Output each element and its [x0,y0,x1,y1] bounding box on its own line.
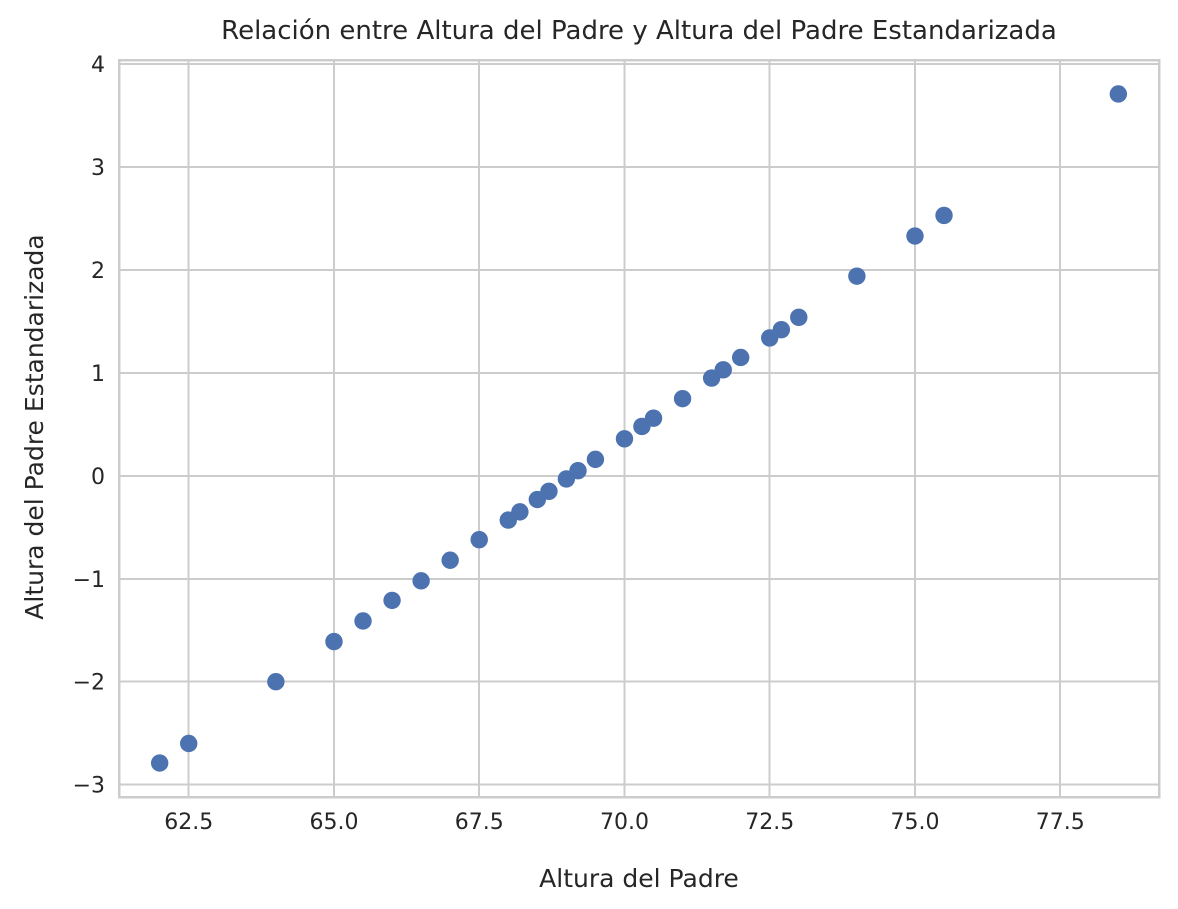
y-axis-ticks: −3 −2 −1 0 1 2 3 4 [73,53,105,799]
y-tick-label: 1 [91,362,105,387]
data-points [150,85,1128,772]
data-point [848,267,866,285]
x-tick-label: 72.5 [745,810,794,835]
x-tick-label: 70.0 [600,810,649,835]
data-point [540,482,558,500]
x-axis-ticks: 62.5 65.0 67.5 70.0 72.5 75.0 77.5 [164,810,1084,835]
data-point [1109,85,1128,103]
y-tick-label: −1 [73,568,105,593]
data-point [569,462,587,480]
data-point [354,612,372,630]
data-point [714,361,732,379]
x-tick-label: 77.5 [1036,810,1085,835]
data-point [325,632,343,651]
data-point [150,754,169,772]
x-axis-label: Altura del Padre [539,864,739,893]
y-tick-label: 0 [91,465,105,490]
y-tick-label: −2 [73,671,105,696]
data-point [441,551,459,569]
data-point [906,227,924,245]
plot-area-frame [117,58,1161,799]
data-point [772,320,791,339]
data-point [180,734,198,753]
data-point [511,503,529,521]
data-point [644,409,663,427]
data-point [586,450,605,469]
data-point [412,572,430,590]
y-tick-label: 4 [91,53,105,78]
data-point [673,389,692,408]
data-point [470,530,488,549]
x-tick-label: 65.0 [309,810,358,835]
data-point [383,591,401,610]
data-point [935,206,953,225]
y-axis-label: Altura del Padre Estandarizada [20,234,49,619]
grid-lines [119,60,1159,797]
y-tick-label: 2 [91,259,105,284]
data-point [731,348,750,367]
chart-title: Relación entre Altura del Padre y Altura… [221,16,1057,46]
data-point [790,308,808,327]
data-point [267,673,285,691]
x-tick-label: 67.5 [455,810,504,835]
y-tick-label: −3 [73,774,105,799]
x-tick-label: 75.0 [890,810,939,835]
data-point [615,430,634,448]
y-tick-label: 3 [91,156,105,181]
x-tick-label: 62.5 [164,810,213,835]
